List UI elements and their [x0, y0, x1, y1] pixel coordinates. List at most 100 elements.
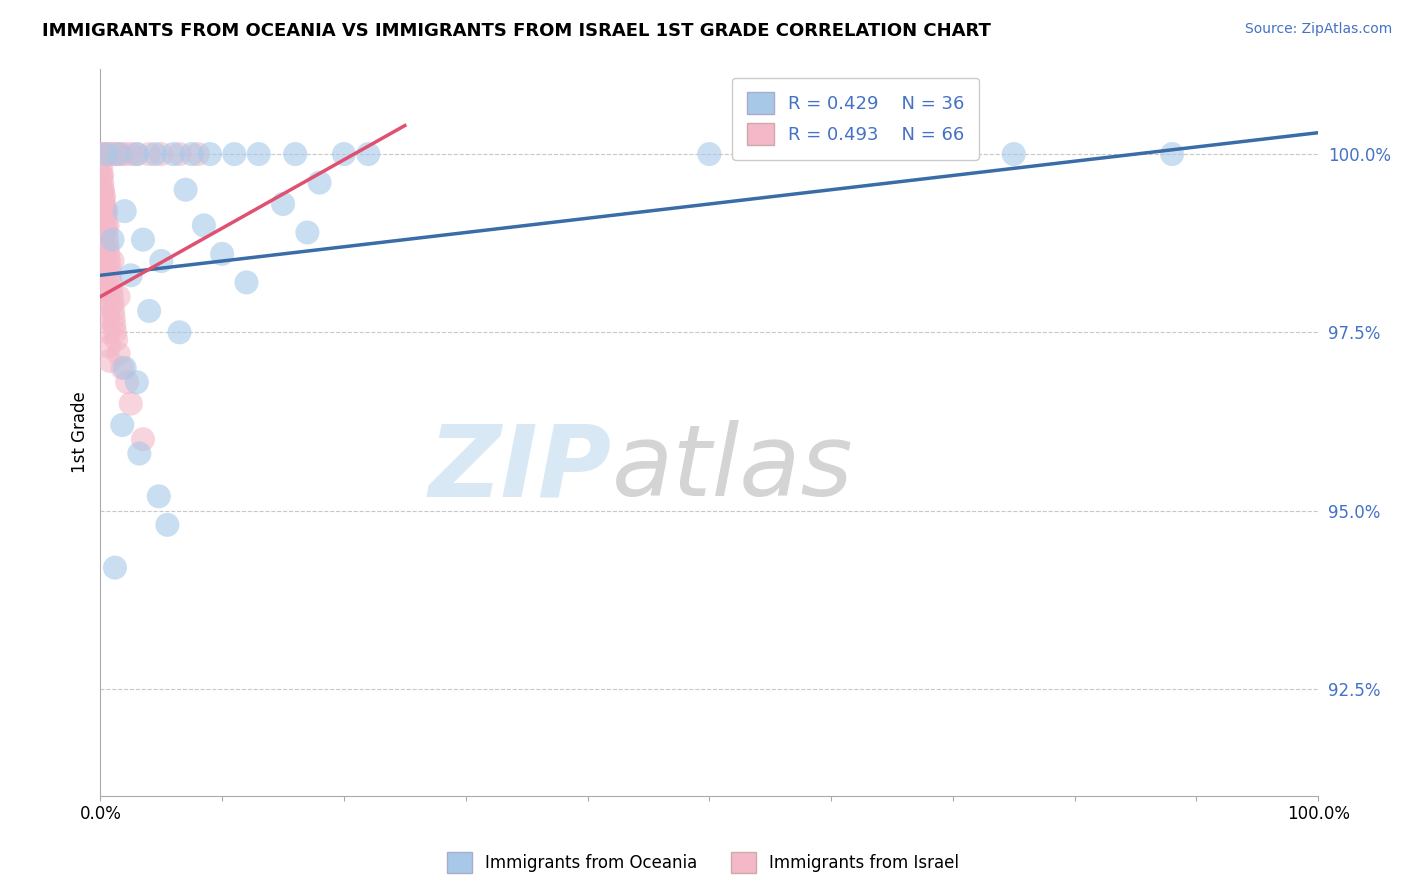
Point — [101, 304, 124, 318]
Point — [93, 226, 115, 240]
Point — [101, 290, 124, 304]
Point — [150, 254, 173, 268]
Point — [125, 376, 148, 390]
Point — [98, 354, 121, 368]
Point — [105, 333, 128, 347]
Point — [697, 147, 720, 161]
Y-axis label: 1st Grade: 1st Grade — [72, 392, 89, 473]
Point — [110, 147, 132, 161]
Point — [103, 318, 125, 333]
Point — [98, 261, 121, 276]
Text: atlas: atlas — [612, 420, 853, 517]
Point — [97, 247, 120, 261]
Text: ZIP: ZIP — [429, 420, 612, 517]
Text: IMMIGRANTS FROM OCEANIA VS IMMIGRANTS FROM ISRAEL 1ST GRADE CORRELATION CHART: IMMIGRANTS FROM OCEANIA VS IMMIGRANTS FR… — [42, 22, 991, 40]
Point — [169, 147, 191, 161]
Point — [120, 396, 142, 410]
Point — [114, 361, 136, 376]
Point — [91, 183, 114, 197]
Point — [94, 219, 117, 233]
Point — [93, 204, 115, 219]
Point — [103, 311, 125, 326]
Point — [96, 297, 118, 311]
Point — [100, 147, 122, 161]
Point — [103, 147, 125, 161]
Point — [180, 147, 202, 161]
Point — [247, 147, 270, 161]
Point — [169, 326, 191, 340]
Point — [148, 489, 170, 503]
Point — [101, 297, 124, 311]
Point — [93, 190, 115, 204]
Point — [187, 147, 209, 161]
Point — [132, 432, 155, 446]
Point — [104, 326, 127, 340]
Point — [97, 254, 120, 268]
Point — [1161, 147, 1184, 161]
Point — [115, 376, 138, 390]
Point — [93, 197, 115, 211]
Point — [101, 233, 124, 247]
Point — [96, 268, 118, 283]
Point — [91, 176, 114, 190]
Point — [193, 219, 215, 233]
Legend: Immigrants from Oceania, Immigrants from Israel: Immigrants from Oceania, Immigrants from… — [440, 846, 966, 880]
Point — [96, 204, 118, 219]
Point — [156, 517, 179, 532]
Point — [94, 240, 117, 254]
Point — [96, 233, 118, 247]
Point — [114, 204, 136, 219]
Point — [93, 211, 115, 226]
Point — [143, 147, 166, 161]
Point — [150, 147, 173, 161]
Point — [90, 154, 112, 169]
Point — [90, 169, 112, 183]
Point — [107, 147, 129, 161]
Point — [308, 176, 330, 190]
Point — [125, 147, 148, 161]
Point — [100, 283, 122, 297]
Point — [271, 197, 294, 211]
Point — [284, 147, 307, 161]
Point — [93, 190, 115, 204]
Point — [91, 197, 114, 211]
Legend: R = 0.429    N = 36, R = 0.493    N = 66: R = 0.429 N = 36, R = 0.493 N = 66 — [733, 78, 979, 160]
Point — [96, 283, 118, 297]
Point — [97, 311, 120, 326]
Point — [96, 226, 118, 240]
Point — [111, 417, 134, 432]
Point — [224, 147, 246, 161]
Point — [120, 147, 142, 161]
Text: Source: ZipAtlas.com: Source: ZipAtlas.com — [1244, 22, 1392, 37]
Point — [107, 347, 129, 361]
Point — [333, 147, 356, 161]
Point — [94, 211, 117, 226]
Point — [107, 147, 129, 161]
Point — [97, 240, 120, 254]
Point — [162, 147, 184, 161]
Point — [90, 169, 112, 183]
Point — [132, 233, 155, 247]
Point — [120, 268, 142, 283]
Point — [93, 147, 115, 161]
Point — [235, 276, 257, 290]
Point — [357, 147, 380, 161]
Point — [211, 247, 233, 261]
Point — [97, 219, 120, 233]
Point — [97, 147, 120, 161]
Point — [104, 560, 127, 574]
Point — [128, 446, 150, 460]
Point — [297, 226, 319, 240]
Point — [1002, 147, 1025, 161]
Point — [138, 147, 160, 161]
Point — [198, 147, 221, 161]
Point — [98, 268, 121, 283]
Point — [97, 326, 120, 340]
Point — [138, 304, 160, 318]
Point — [96, 147, 118, 161]
Point — [100, 276, 122, 290]
Point — [174, 183, 197, 197]
Point — [111, 361, 134, 376]
Point — [90, 161, 112, 176]
Point — [94, 204, 117, 219]
